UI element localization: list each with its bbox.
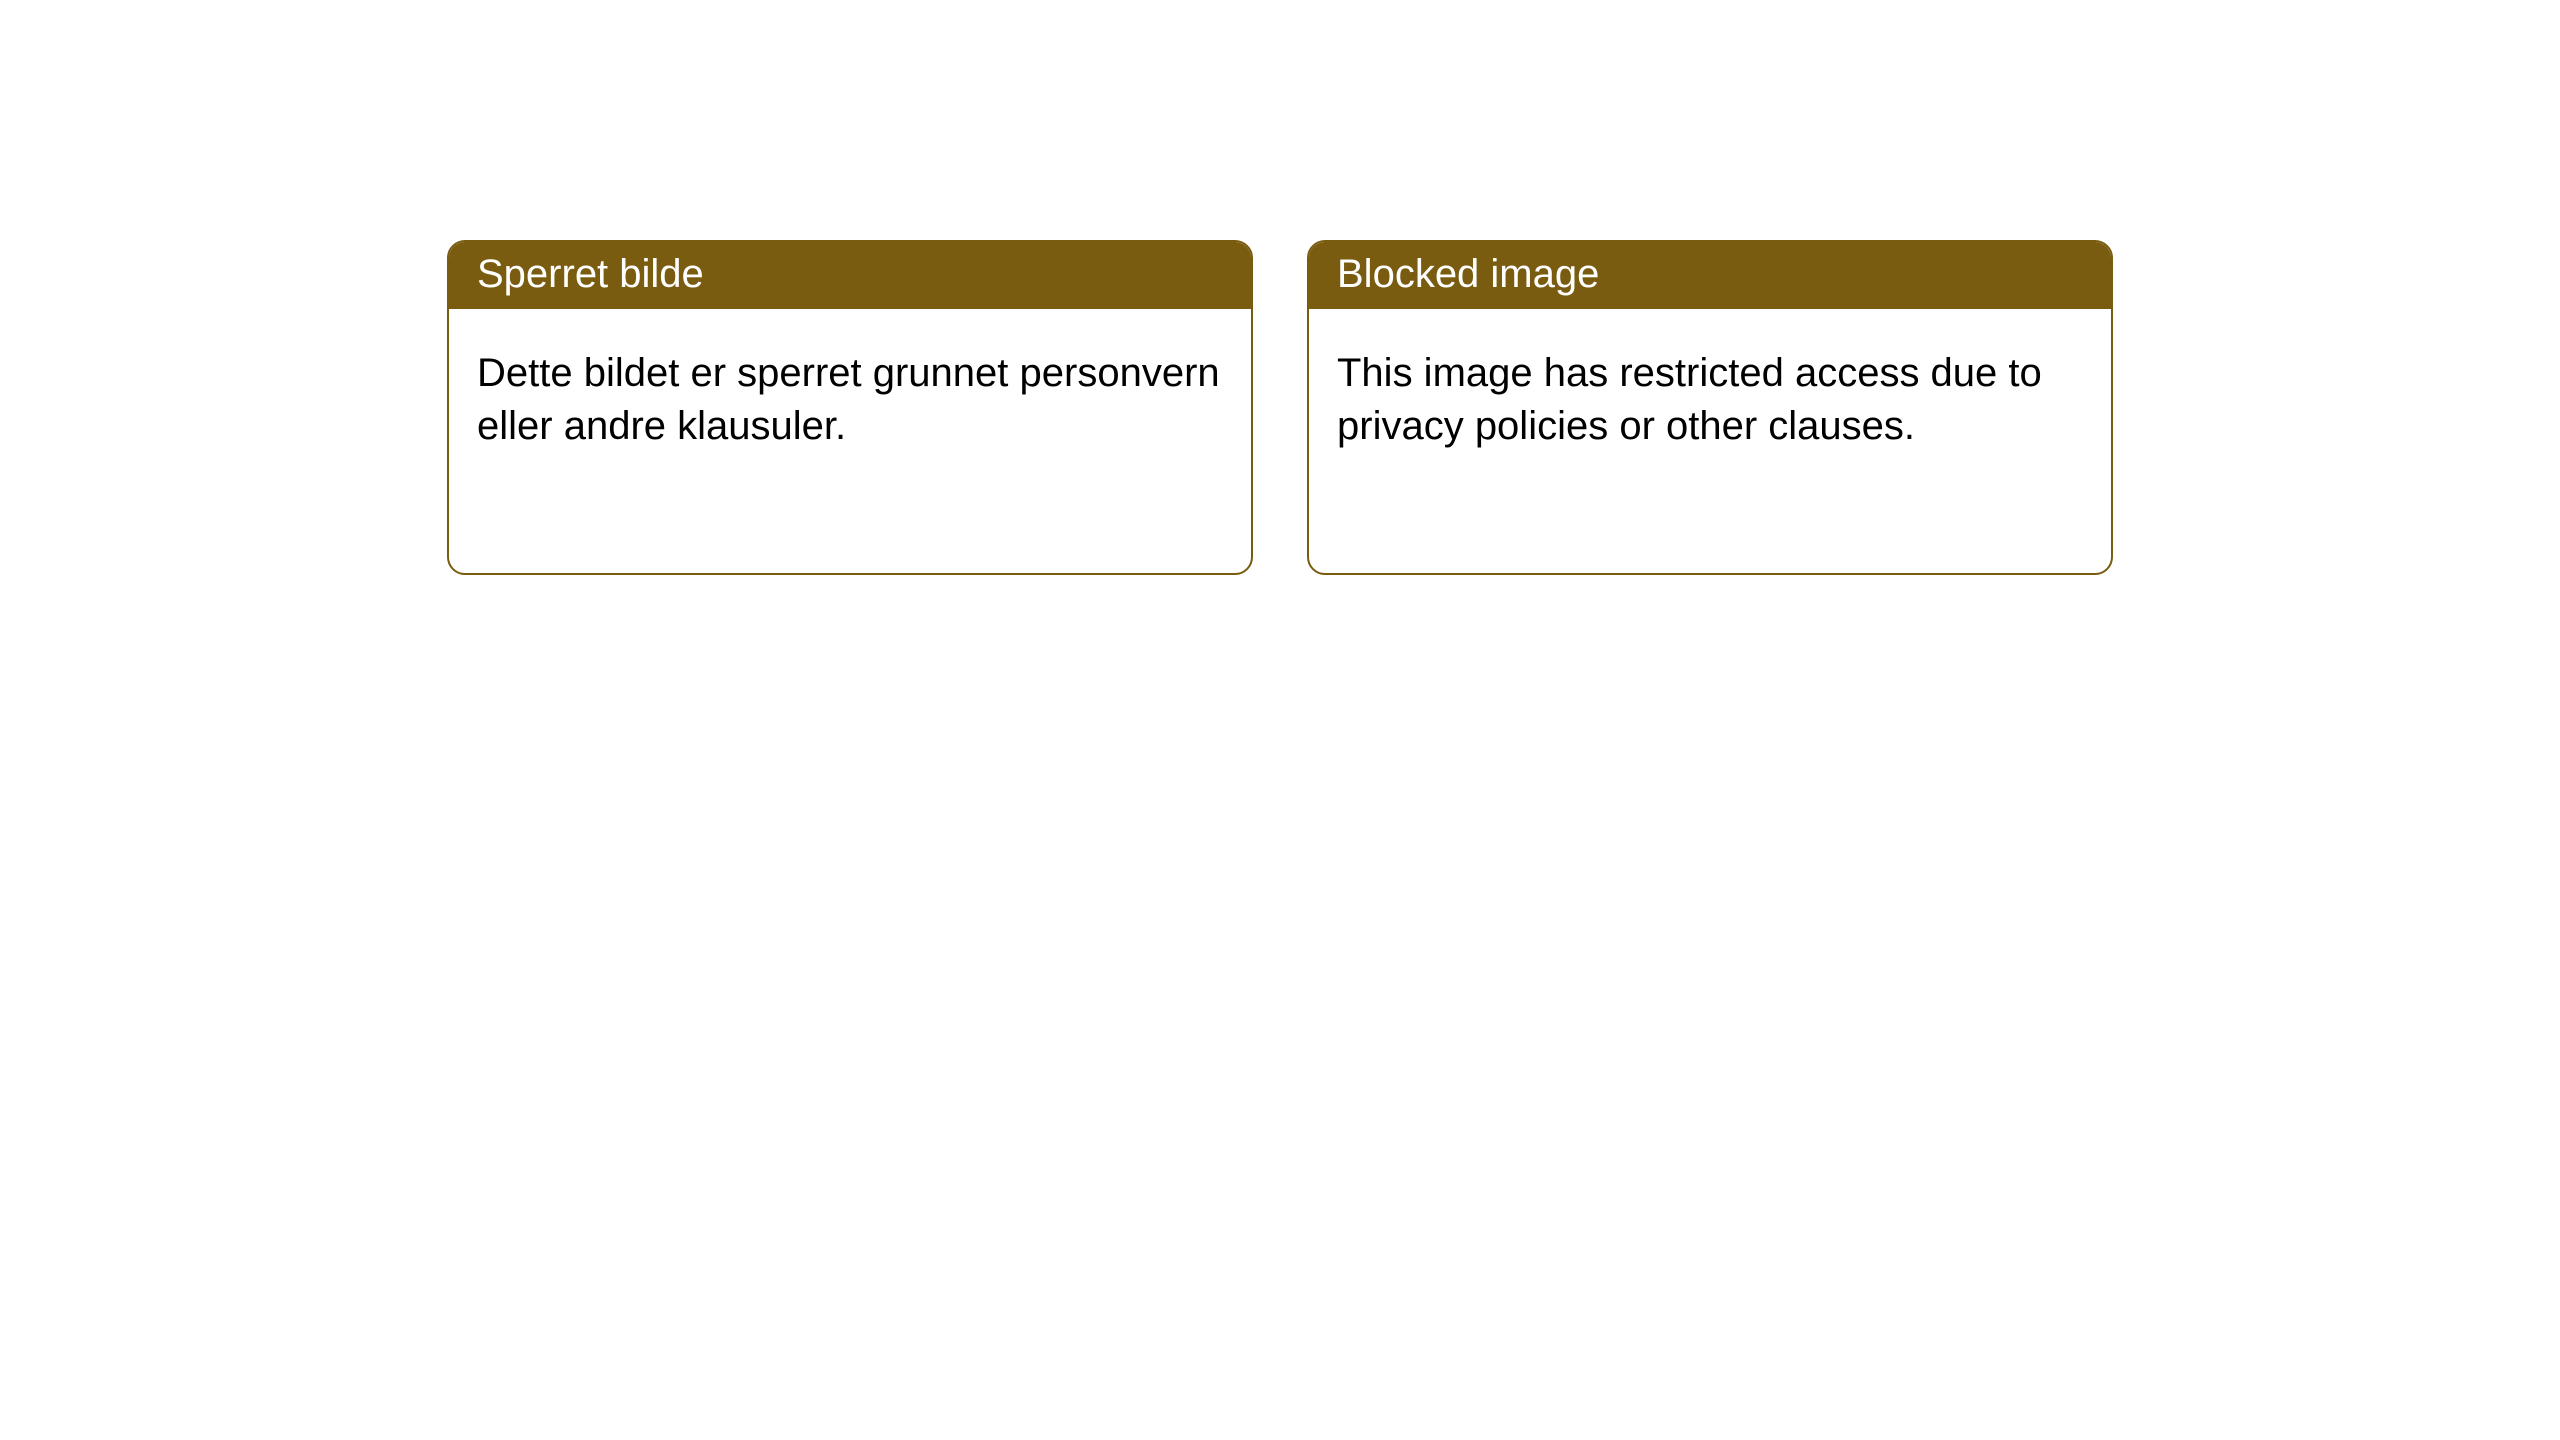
notice-body: This image has restricted access due to … [1309,309,2111,481]
notice-title: Sperret bilde [449,242,1251,309]
notice-container: Sperret bilde Dette bildet er sperret gr… [0,0,2560,575]
notice-card-norwegian: Sperret bilde Dette bildet er sperret gr… [447,240,1253,575]
notice-title: Blocked image [1309,242,2111,309]
notice-card-english: Blocked image This image has restricted … [1307,240,2113,575]
notice-body: Dette bildet er sperret grunnet personve… [449,309,1251,481]
